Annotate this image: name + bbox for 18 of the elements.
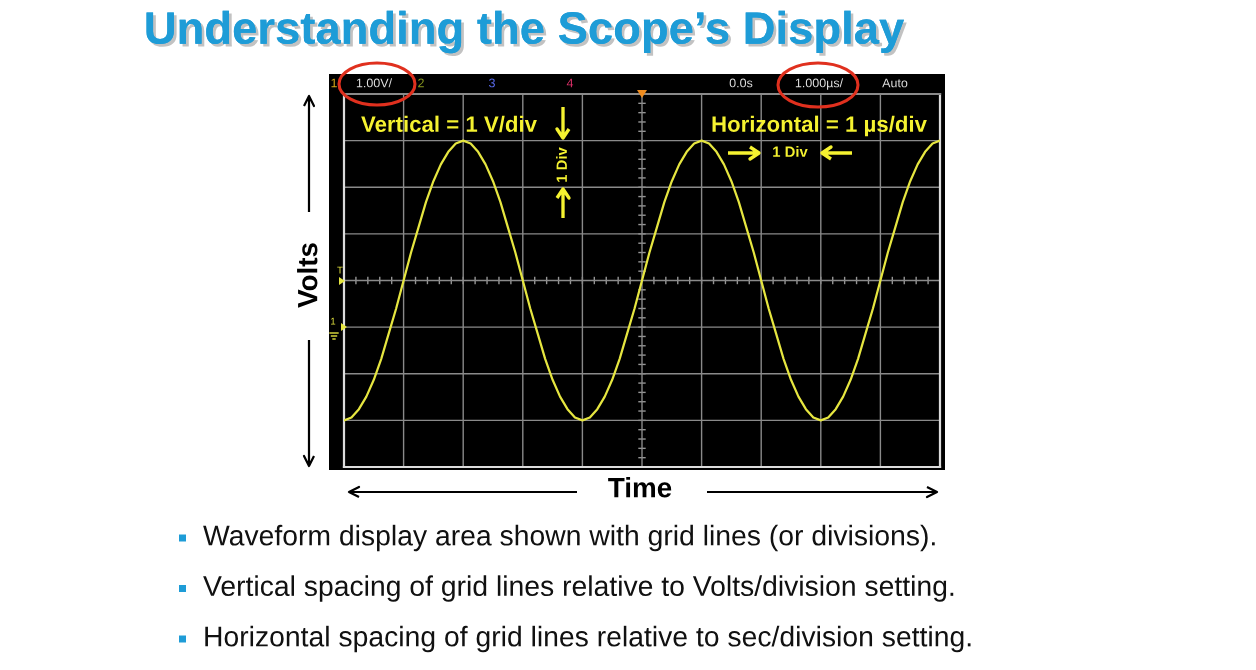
annotation: 1 Div [773, 146, 808, 157]
text: Auto [882, 78, 908, 88]
chart-title: Understanding the Scope’s Display [146, 10, 907, 57]
annotation: 1 Div [556, 147, 567, 182]
text: 2 [418, 78, 424, 88]
text: 3 [489, 78, 495, 88]
text: Vertical spacing of grid lines relative to Volts/division setting. [203, 575, 954, 602]
text: Waveform display area shown with grid lines (or divisions). [203, 524, 935, 552]
text: 1.000µs/ [795, 78, 844, 90]
x-axis-title: Time [608, 477, 672, 498]
text: Horizontal spacing of grid lines relative to sec/division setting. [205, 625, 971, 653]
text: 1 [331, 78, 337, 88]
text: 1.00V/ [356, 78, 393, 88]
text: 0.0s [729, 78, 753, 88]
text: 4 [566, 78, 574, 88]
y-axis-title: Volts [297, 243, 318, 308]
text: 1 [331, 317, 336, 325]
text: T [337, 266, 343, 274]
